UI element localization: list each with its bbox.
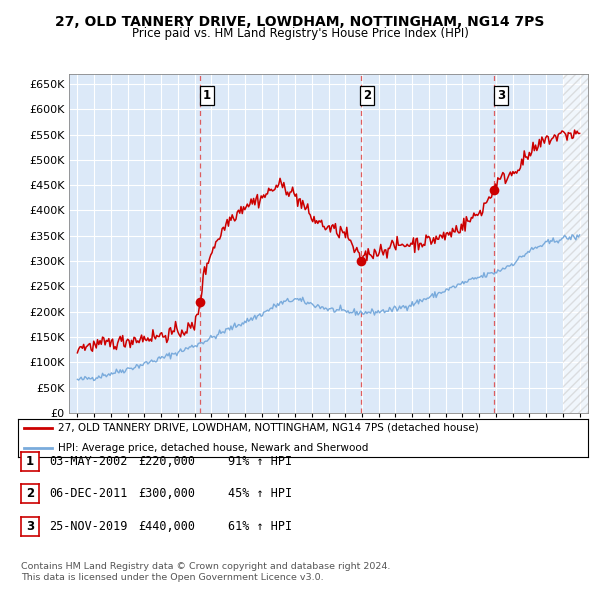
Text: 3: 3: [497, 89, 505, 102]
Text: 45% ↑ HPI: 45% ↑ HPI: [228, 487, 292, 500]
Text: 25-NOV-2019: 25-NOV-2019: [49, 520, 128, 533]
Text: 91% ↑ HPI: 91% ↑ HPI: [228, 455, 292, 468]
Text: Price paid vs. HM Land Registry's House Price Index (HPI): Price paid vs. HM Land Registry's House …: [131, 27, 469, 40]
Text: 2: 2: [26, 487, 34, 500]
Text: 3: 3: [26, 520, 34, 533]
Text: 27, OLD TANNERY DRIVE, LOWDHAM, NOTTINGHAM, NG14 7PS: 27, OLD TANNERY DRIVE, LOWDHAM, NOTTINGH…: [55, 15, 545, 29]
Text: £220,000: £220,000: [138, 455, 195, 468]
Text: 1: 1: [26, 455, 34, 468]
Text: 03-MAY-2002: 03-MAY-2002: [49, 455, 128, 468]
Text: HPI: Average price, detached house, Newark and Sherwood: HPI: Average price, detached house, Newa…: [58, 442, 368, 453]
Text: £440,000: £440,000: [138, 520, 195, 533]
Text: 61% ↑ HPI: 61% ↑ HPI: [228, 520, 292, 533]
Text: 2: 2: [363, 89, 371, 102]
Text: 1: 1: [203, 89, 211, 102]
Text: £300,000: £300,000: [138, 487, 195, 500]
Text: This data is licensed under the Open Government Licence v3.0.: This data is licensed under the Open Gov…: [21, 572, 323, 582]
Text: Contains HM Land Registry data © Crown copyright and database right 2024.: Contains HM Land Registry data © Crown c…: [21, 562, 391, 571]
Text: 27, OLD TANNERY DRIVE, LOWDHAM, NOTTINGHAM, NG14 7PS (detached house): 27, OLD TANNERY DRIVE, LOWDHAM, NOTTINGH…: [58, 422, 479, 432]
Text: 06-DEC-2011: 06-DEC-2011: [49, 487, 128, 500]
